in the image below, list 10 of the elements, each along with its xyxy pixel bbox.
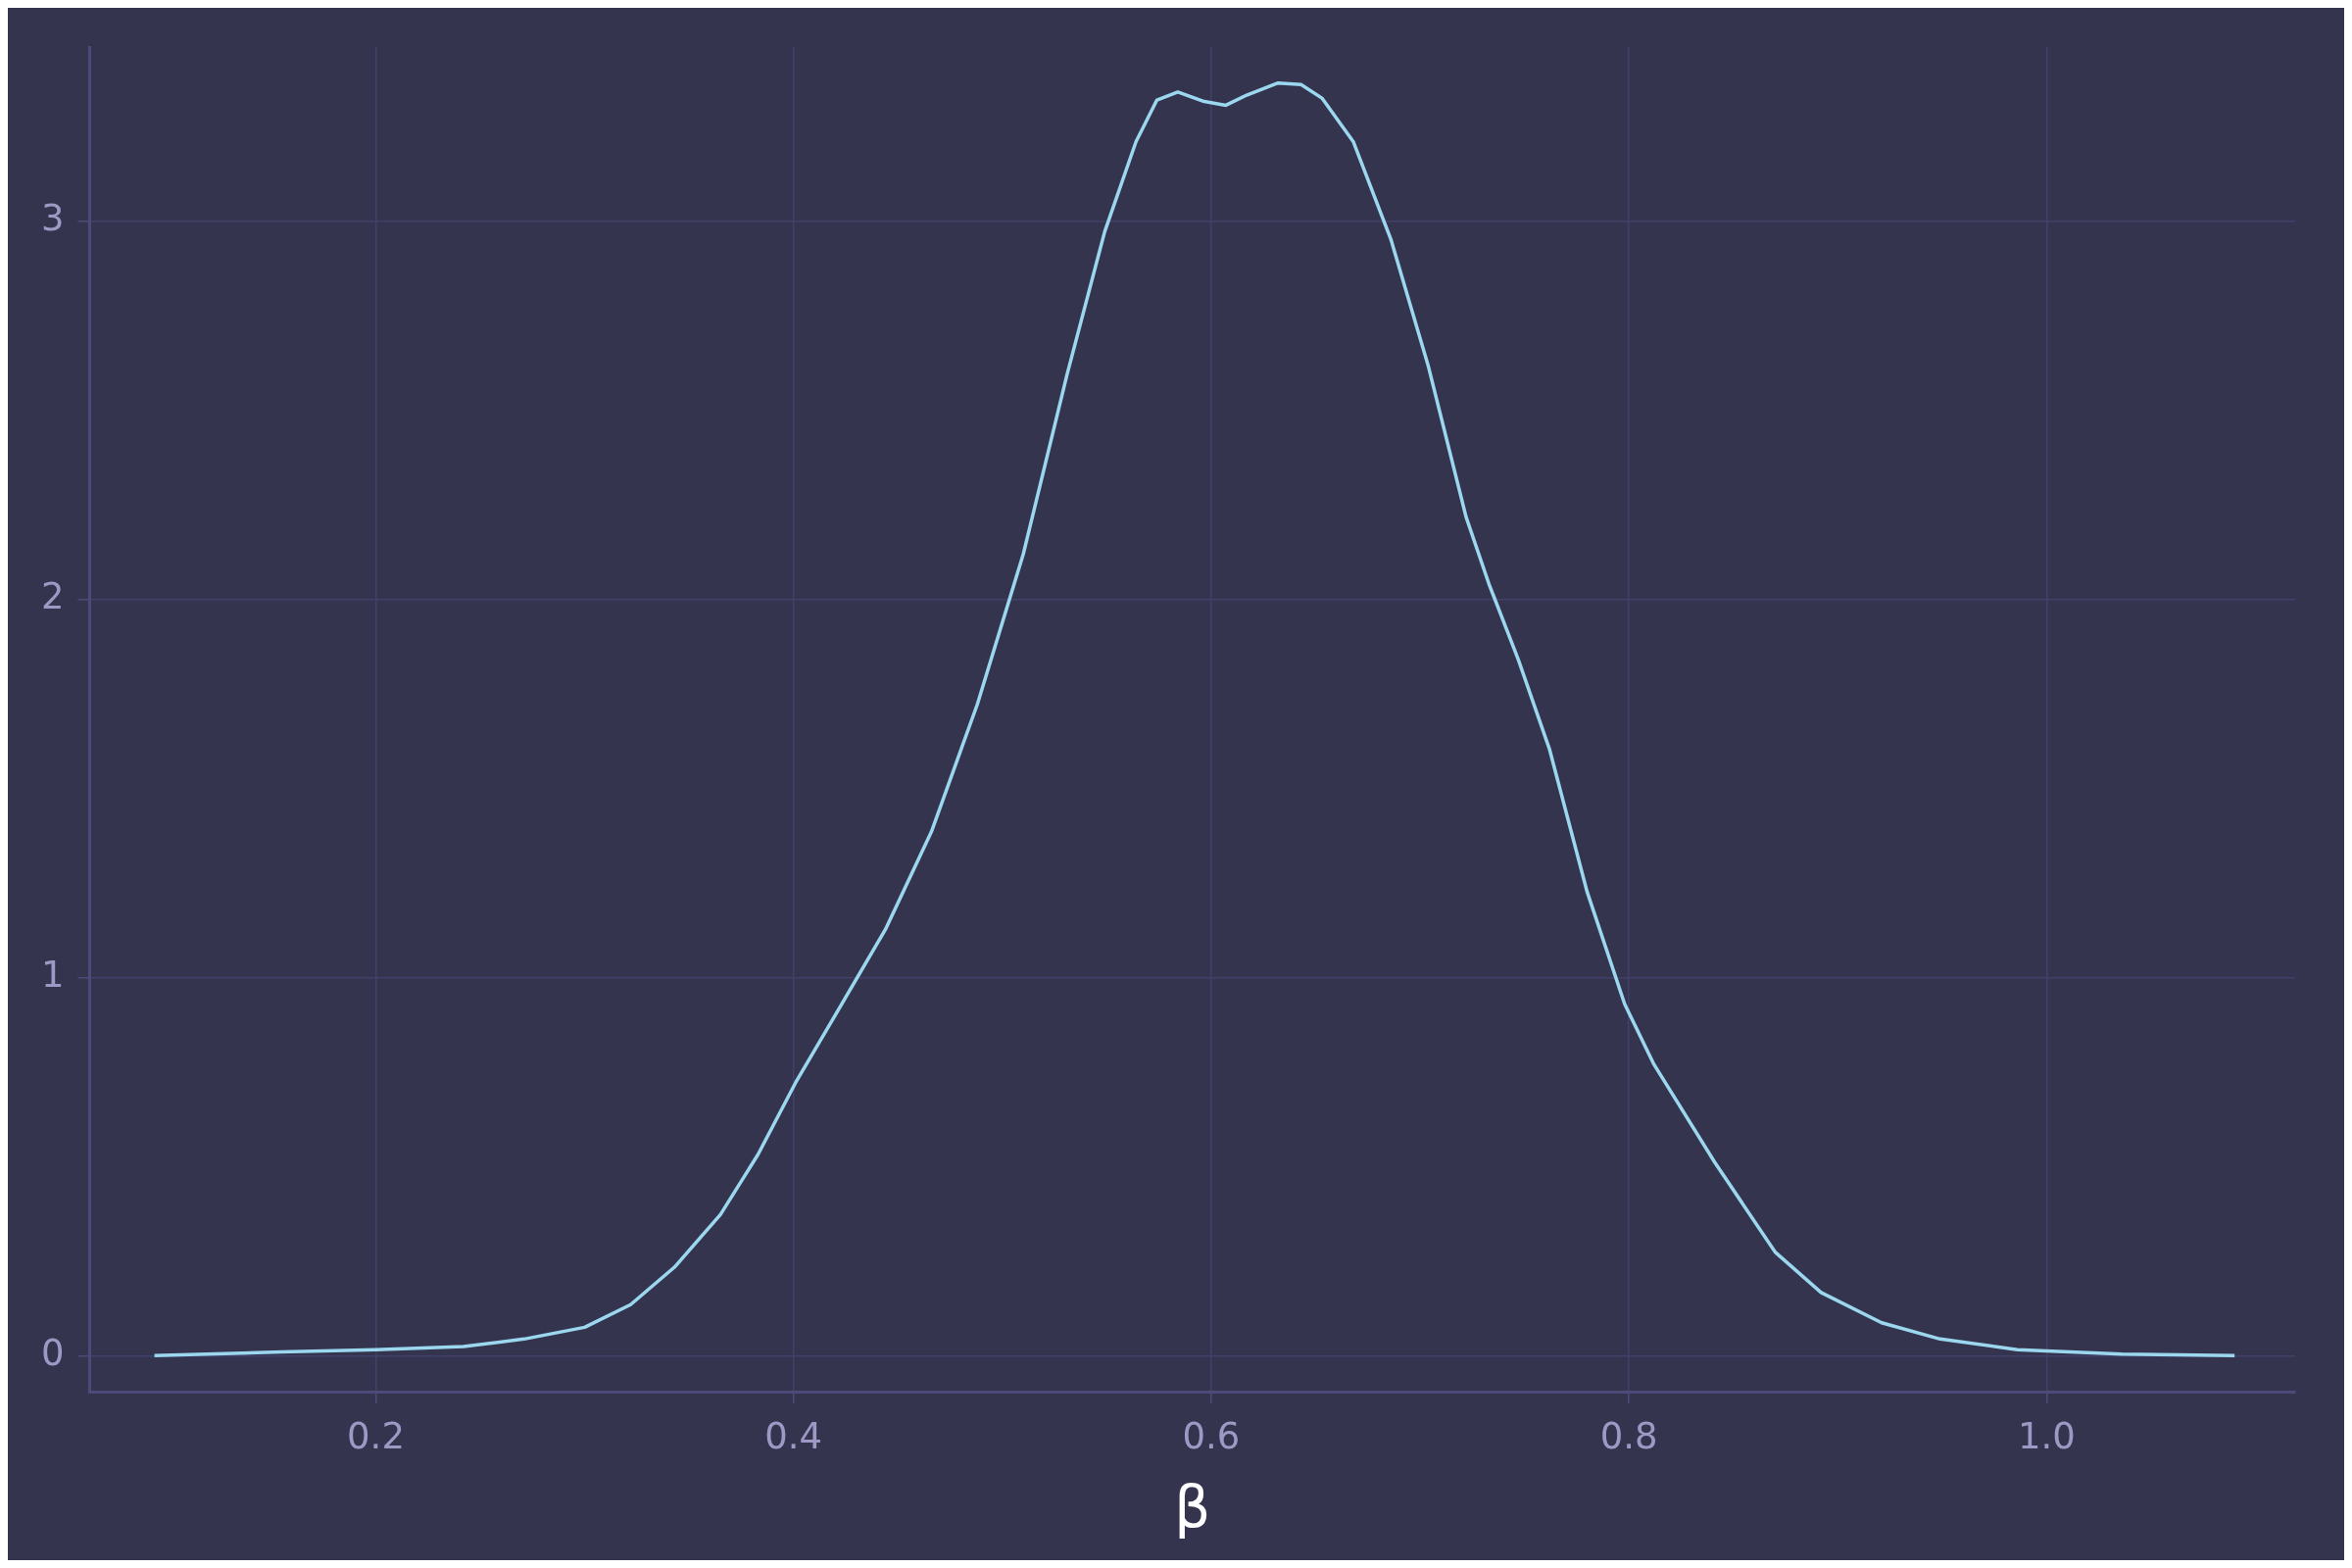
y-tick-label: 1 (40, 954, 65, 997)
x-axis-title: β (1174, 1474, 1211, 1542)
x-tick-label: 0.2 (347, 1414, 405, 1457)
y-tick-label: 3 (40, 197, 65, 240)
y-tick-label: 2 (40, 575, 65, 618)
x-tick-label: 1.0 (2017, 1414, 2076, 1457)
x-tick-label: 0.8 (1599, 1414, 1658, 1457)
x-tick-label: 0.4 (764, 1414, 823, 1457)
x-tick-label: 0.6 (1182, 1414, 1241, 1457)
y-tick-label: 0 (40, 1331, 65, 1374)
